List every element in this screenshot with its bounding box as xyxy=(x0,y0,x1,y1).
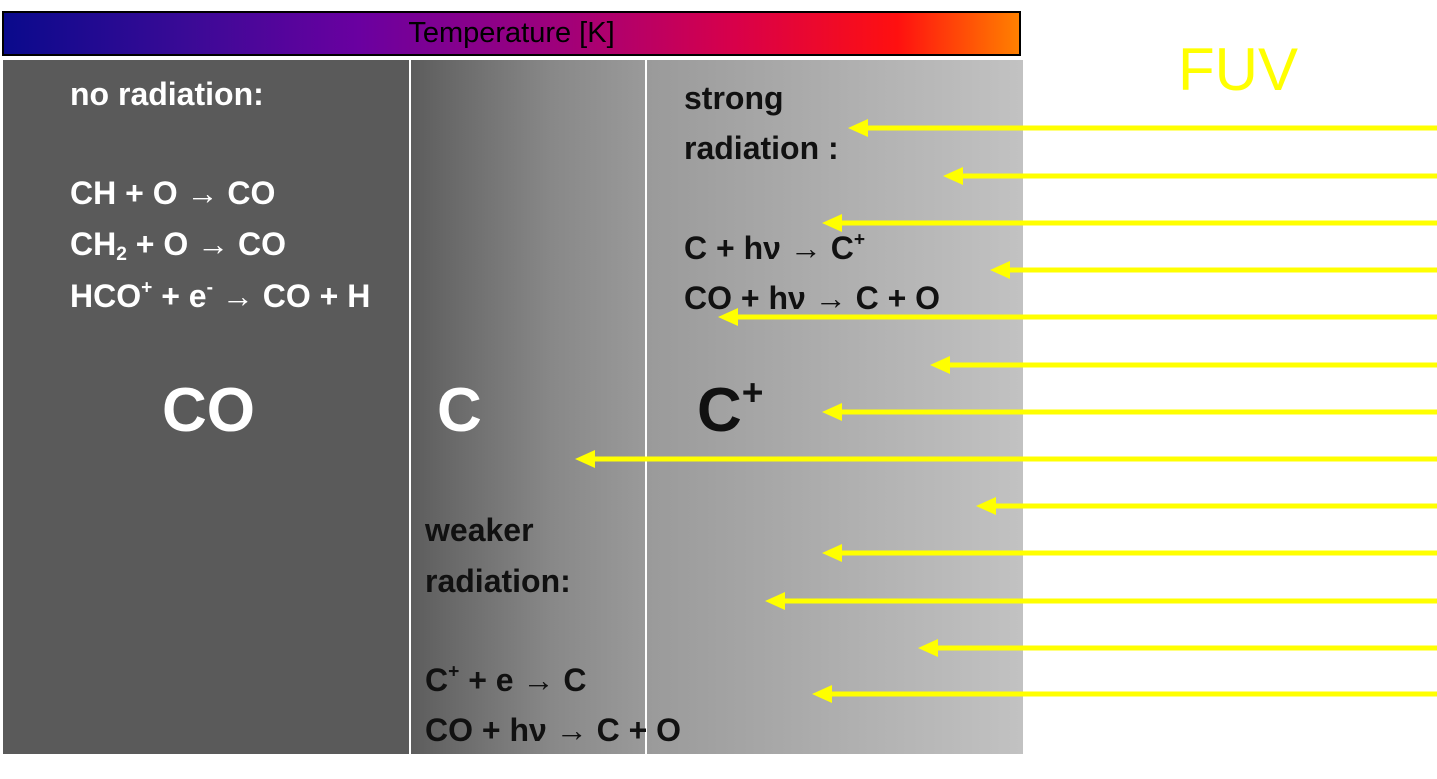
co-zone-heading: no radiation: xyxy=(70,76,264,112)
c-reaction-2: CO + hν → C + O xyxy=(425,712,682,748)
cplus-zone-symbol: C+ xyxy=(697,370,764,445)
fuv-arrow xyxy=(822,214,1437,232)
c-zone-heading-line2: radiation: xyxy=(425,563,571,599)
c-reaction-1: C+ + e → C xyxy=(425,661,587,698)
zone-divider xyxy=(645,60,647,754)
fuv-arrow xyxy=(718,308,1437,326)
fuv-arrow xyxy=(943,167,1437,185)
fuv-arrow xyxy=(990,261,1437,279)
zone-c xyxy=(409,60,646,754)
fuv-arrow xyxy=(822,544,1437,562)
temperature-label: Temperature [K] xyxy=(408,17,615,49)
fuv-arrow xyxy=(976,497,1437,515)
fuv-arrow xyxy=(822,403,1437,421)
zone-divider xyxy=(409,60,411,754)
c-zone-heading-line1: weaker xyxy=(425,512,534,548)
cplus-reaction-2: CO + hν → C + O xyxy=(684,280,941,316)
temperature-bar: Temperature [K] xyxy=(2,11,1021,56)
co-reaction-3: HCO+ + e- → CO + H xyxy=(70,277,371,314)
c-zone-symbol: C xyxy=(437,376,482,445)
fuv-arrow xyxy=(812,685,1437,703)
zone-co xyxy=(3,60,409,754)
fuv-arrow xyxy=(575,450,1437,468)
fuv-arrow xyxy=(765,592,1437,610)
cplus-reaction-1: C + hν → C+ xyxy=(684,229,866,266)
co-zone-symbol: CO xyxy=(162,376,255,445)
fuv-arrow xyxy=(918,639,1437,657)
fuv-arrow xyxy=(848,119,1437,137)
cplus-zone-heading-line1: strong xyxy=(684,80,784,116)
cplus-zone-heading-line2: radiation : xyxy=(684,130,839,166)
fuv-label: FUV xyxy=(1178,36,1298,103)
co-reaction-1: CH + O → CO xyxy=(70,175,276,211)
fuv-arrow xyxy=(930,356,1437,374)
co-reaction-2: CH2 + O → CO xyxy=(70,226,287,265)
